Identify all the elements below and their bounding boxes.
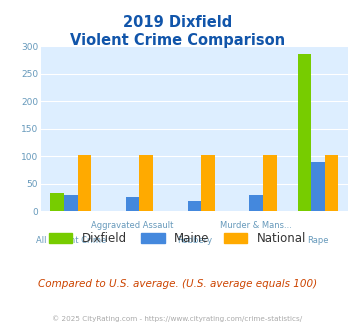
Text: All Violent Crime: All Violent Crime [36,236,106,245]
Bar [50,193,64,211]
Legend: Dixfield, Maine, National: Dixfield, Maine, National [44,227,311,250]
Text: Rape: Rape [307,236,329,245]
Bar [297,54,311,211]
Bar [140,154,153,211]
Bar [249,195,263,211]
Bar [77,155,91,211]
Bar [187,201,201,211]
Bar [325,155,338,211]
Text: Aggravated Assault: Aggravated Assault [91,221,174,230]
Bar [126,197,140,211]
Text: Murder & Mans...: Murder & Mans... [220,221,292,230]
Text: 2019 Dixfield: 2019 Dixfield [123,15,232,30]
Bar [311,162,325,211]
Bar [201,155,215,211]
Bar [64,195,77,211]
Text: Violent Crime Comparison: Violent Crime Comparison [70,33,285,48]
Bar [263,155,277,211]
Text: © 2025 CityRating.com - https://www.cityrating.com/crime-statistics/: © 2025 CityRating.com - https://www.city… [53,315,302,322]
Text: Compared to U.S. average. (U.S. average equals 100): Compared to U.S. average. (U.S. average … [38,279,317,289]
Text: Robbery: Robbery [177,236,212,245]
